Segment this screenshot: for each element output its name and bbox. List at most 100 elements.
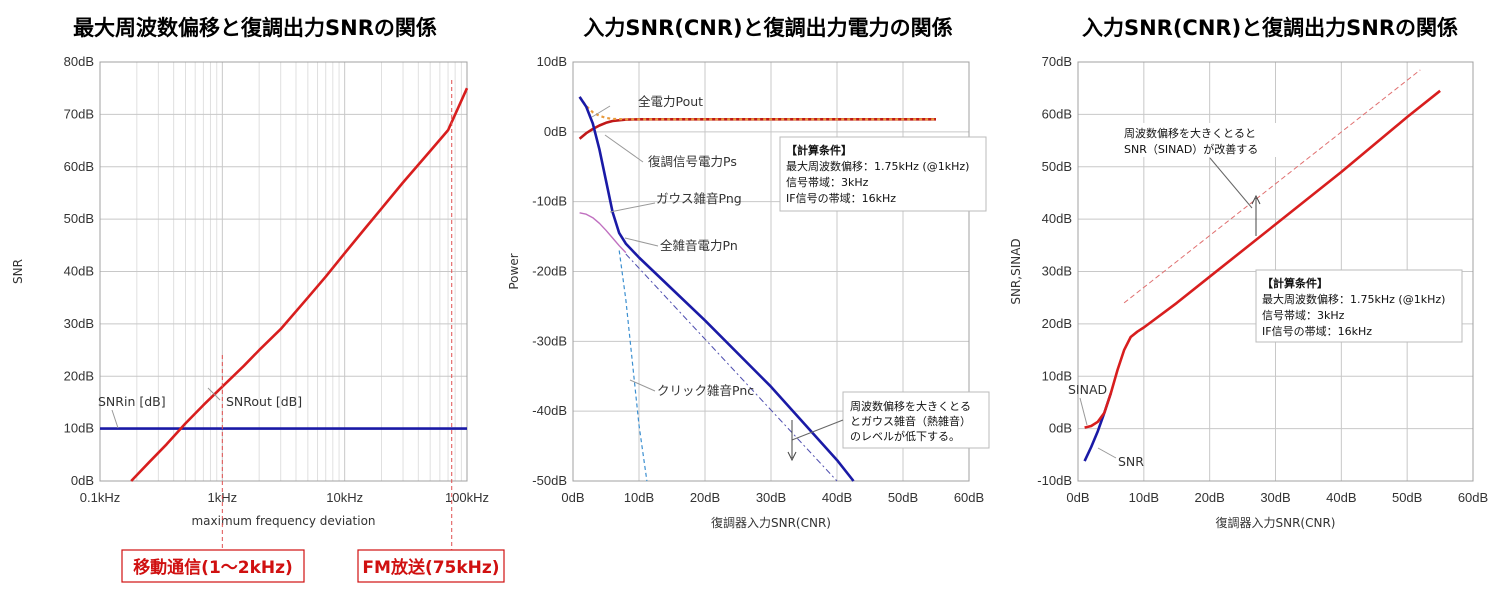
snr-label: SNR — [1118, 454, 1144, 469]
leader-line — [604, 134, 644, 163]
chart-1-annotations: SNRin [dB] SNRout [dB] 移動通信(1～2kHz) FM放送(75… — [98, 80, 505, 583]
note-leader — [1209, 157, 1253, 209]
y-tick-label: 0dB — [544, 124, 567, 139]
note-leader — [791, 419, 844, 441]
note-text: とガウス雑音（熱雑音） — [850, 414, 971, 428]
curve-label: 復調信号電力Ps — [648, 154, 737, 169]
conditions-line: 【計算条件】 — [786, 143, 852, 157]
leader-line — [1079, 397, 1088, 426]
note-text: 周波数偏移を大きくとると — [1124, 126, 1256, 140]
y-axis-label: SNR,SINAD — [1009, 238, 1023, 304]
x-tick-label: 0dB — [561, 490, 584, 505]
y-tick-label: 50dB — [1042, 159, 1072, 174]
mobile-label-box — [121, 549, 305, 583]
x-tick-label: 100kHz — [445, 490, 489, 505]
x-tick-label: 10kHz — [326, 490, 363, 505]
leader-line — [629, 379, 656, 392]
leader-line — [207, 387, 221, 401]
x-tick-label: 20dB — [690, 490, 720, 505]
x-axis-label: maximum frequency deviation — [191, 514, 375, 528]
note-box — [842, 391, 990, 449]
y-tick-label: -40dB — [532, 403, 567, 418]
chart-3-annotations: SINAD SNR 周波数偏移を大きくとると SNR（SINAD）が改善する【計算条件… — [1068, 123, 1463, 469]
plot-frame — [99, 61, 468, 482]
mobile-label: 移動通信(1～2kHz) — [133, 557, 293, 578]
x-tick-label: 10dB — [1129, 490, 1159, 505]
leader-line — [111, 409, 119, 429]
series-line-復調信号電力Ps — [578, 96, 936, 121]
conditions-line: 信号帯域：3kHz — [786, 176, 869, 189]
leader-line — [624, 237, 659, 247]
note-box — [1120, 123, 1280, 157]
y-tick-label: 10dB — [1042, 368, 1072, 383]
y-tick-label: 70dB — [64, 106, 94, 121]
y-tick-label: 0dB — [71, 473, 94, 488]
conditions-line: 最大周波数偏移：1.75kHz (@1kHz) — [1262, 292, 1445, 306]
y-tick-label: 20dB — [64, 368, 94, 383]
y-tick-label: 60dB — [64, 159, 94, 174]
conditions-line: 信号帯域：3kHz — [1262, 309, 1345, 322]
note-text: 周波数偏移を大きくとる — [850, 399, 971, 413]
y-tick-label: 70dB — [1042, 54, 1072, 69]
y-tick-label: -10dB — [532, 194, 567, 209]
improve-arrow-head — [787, 451, 797, 462]
plot-frame — [572, 61, 970, 482]
y-tick-label: -50dB — [532, 473, 567, 488]
y-tick-label: 50dB — [64, 211, 94, 226]
y-axis-label: Power — [507, 253, 521, 289]
series-line-全電力Pout — [578, 118, 936, 140]
conditions-box — [1255, 269, 1463, 343]
y-tick-label: 30dB — [1042, 264, 1072, 279]
x-axis-label: 復調器入力SNR(CNR) — [1216, 515, 1336, 530]
series-line-aux-2 — [1123, 69, 1421, 304]
fm-label-box — [357, 549, 505, 583]
y-tick-label: 40dB — [64, 264, 94, 279]
chart-2: 入力SNR(CNR)と復調出力電力の関係 0dB 10dB 20dB 30dB 40dB 5… — [507, 16, 984, 530]
curve-label: 全雑音電力Pn — [660, 238, 738, 253]
curve-label: クリック雑音Pnc — [657, 383, 754, 398]
y-tick-label: 10dB — [64, 421, 94, 436]
gridlines — [99, 61, 468, 482]
x-tick-label: 50dB — [1392, 490, 1422, 505]
y-tick-label: -20dB — [532, 264, 567, 279]
series-line-SNRout [dB] — [130, 87, 469, 482]
series-line-クリック雑音Pnc — [618, 250, 648, 482]
x-tick-label: 40dB — [822, 490, 852, 505]
fm-label: FM放送(75kHz) — [362, 557, 499, 578]
chart-2-annotations: 全電力Pout 復調信号電力Ps ガウス雑音Png 全雑音電力Pn クリック雑音Pnc 周… — [591, 94, 990, 462]
y-axis-label: SNR — [11, 259, 25, 284]
leader-line — [591, 105, 611, 118]
y-tick-label: 80dB — [64, 54, 94, 69]
y-tick-label: -30dB — [532, 333, 567, 348]
y-tick-label: -10dB — [1037, 473, 1072, 488]
x-tick-label: 20dB — [1194, 490, 1224, 505]
chart-title: 入力SNR(CNR)と復調出力電力の関係 — [583, 16, 952, 40]
series-line-SINAD — [1084, 89, 1441, 429]
conditions-line: IF信号の帯域：16kHz — [1262, 325, 1372, 338]
plot-frame — [1077, 61, 1474, 482]
chart-title: 最大周波数偏移と復調出力SNRの関係 — [73, 16, 437, 40]
series-line-aux-5 — [625, 253, 838, 482]
y-tick-label: 20dB — [1042, 316, 1072, 331]
x-tick-label: 0dB — [1066, 490, 1089, 505]
improve-arrow-head — [1251, 194, 1261, 205]
x-tick-label: 30dB — [756, 490, 786, 505]
note-text: のレベルが低下する。 — [850, 429, 960, 443]
y-tick-label: 30dB — [64, 316, 94, 331]
x-axis-label: 復調器入力SNR(CNR) — [711, 515, 831, 530]
x-tick-label: 60dB — [1458, 490, 1488, 505]
y-tick-label: 0dB — [1049, 421, 1072, 436]
series-line-ガウス雑音Png — [579, 212, 627, 254]
chart-title: 入力SNR(CNR)と復調出力SNRの関係 — [1082, 16, 1458, 40]
curve-label: ガウス雑音Png — [656, 191, 742, 206]
note-text: SNR（SINAD）が改善する — [1124, 142, 1258, 156]
curve-label: 全電力Pout — [638, 94, 703, 109]
conditions-line: 【計算条件】 — [1262, 276, 1328, 290]
conditions-line: 最大周波数偏移：1.75kHz (@1kHz) — [786, 159, 969, 173]
x-tick-label: 50dB — [888, 490, 918, 505]
x-tick-label: 30dB — [1260, 490, 1290, 505]
y-tick-label: 10dB — [537, 54, 567, 69]
conditions-box — [779, 136, 987, 212]
x-tick-label: 60dB — [954, 490, 984, 505]
